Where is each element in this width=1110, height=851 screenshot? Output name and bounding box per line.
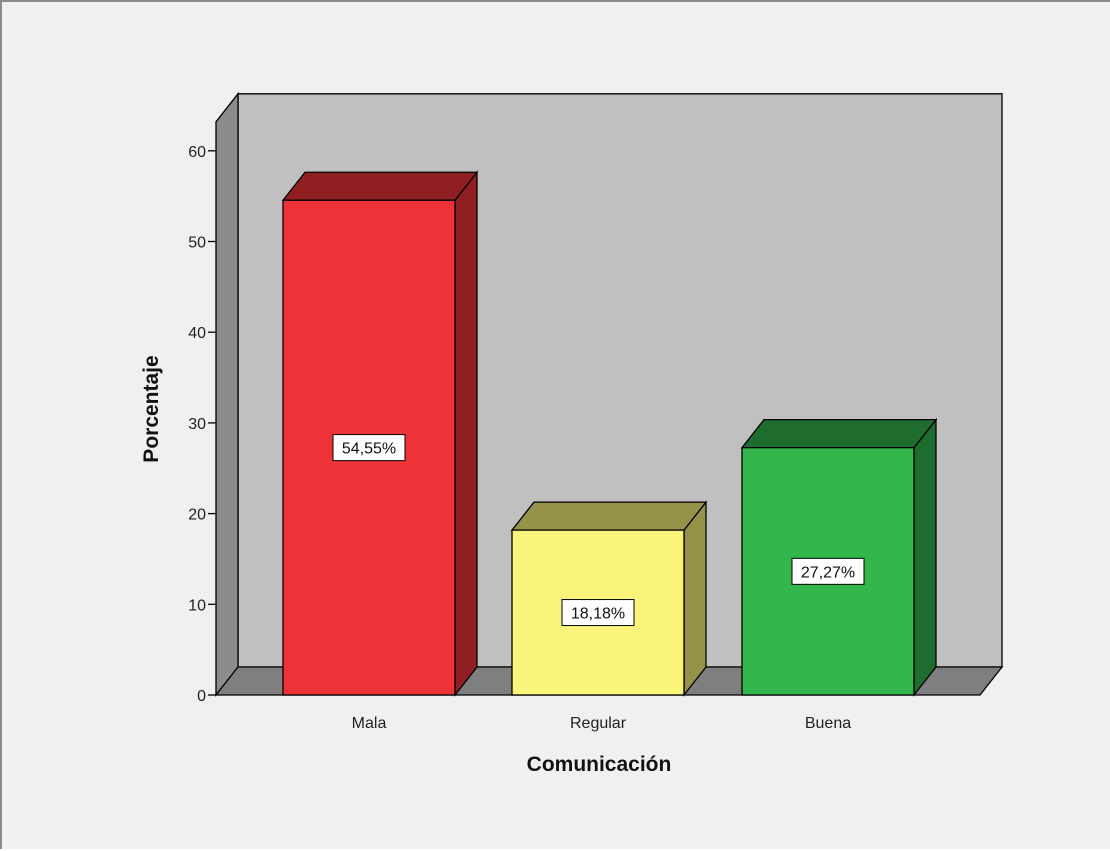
- y-tick-label: 50: [188, 235, 206, 252]
- bar-mala: 54,55%: [281, 170, 479, 697]
- bars: 54,55% 18,18% 27,27%: [281, 170, 938, 697]
- data-label: 27,27%: [801, 564, 855, 581]
- x-axis-title: Comunicación: [527, 753, 672, 776]
- y-tick-label: 60: [188, 144, 206, 161]
- y-tick-label: 10: [188, 597, 206, 614]
- side-wall: [215, 91, 239, 697]
- data-label: 54,55%: [342, 441, 396, 458]
- bar-side: [454, 170, 478, 697]
- bar-top: [510, 501, 708, 531]
- x-tick-label: Regular: [570, 715, 627, 732]
- bar-buena: 27,27%: [740, 417, 938, 697]
- y-axis: 0 10 20 30 40 50 60: [188, 144, 216, 705]
- bar-top: [281, 171, 479, 201]
- y-tick-label: 20: [188, 507, 206, 524]
- x-tick-label: Buena: [805, 715, 851, 732]
- x-tick-label: Mala: [352, 715, 387, 732]
- bar-side: [683, 500, 707, 697]
- x-axis: Mala Regular Buena: [352, 715, 852, 732]
- bar-top: [740, 419, 938, 449]
- data-label-box: [561, 599, 635, 627]
- data-label-box: [791, 557, 865, 585]
- bar-regular: 18,18%: [510, 500, 708, 697]
- data-label: 18,18%: [571, 606, 625, 623]
- bar-side: [913, 417, 937, 697]
- data-label-box: [332, 434, 406, 462]
- y-tick-label: 40: [188, 325, 206, 342]
- y-tick-label: 0: [197, 688, 206, 705]
- y-tick-label: 30: [188, 416, 206, 433]
- y-axis-title: Porcentaje: [140, 355, 163, 462]
